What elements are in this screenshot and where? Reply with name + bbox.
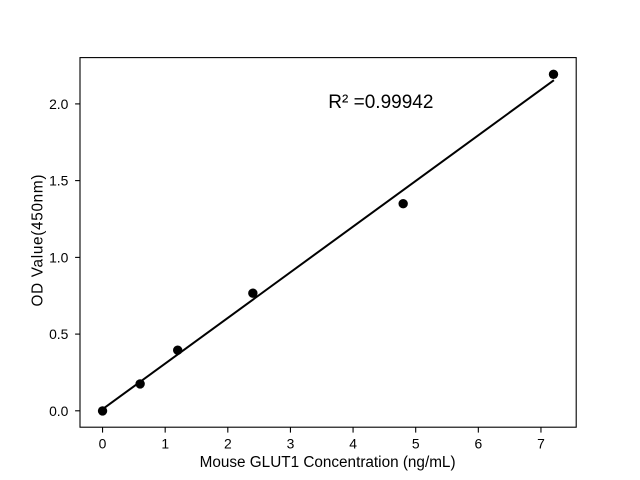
svg-text:R² =0.99942: R² =0.99942: [328, 92, 433, 113]
svg-text:3: 3: [287, 435, 295, 451]
svg-text:6: 6: [474, 435, 482, 451]
svg-text:0.5: 0.5: [49, 326, 69, 342]
svg-text:0: 0: [99, 435, 107, 451]
svg-text:1.0: 1.0: [49, 249, 69, 265]
svg-text:0.0: 0.0: [49, 403, 69, 419]
svg-text:4: 4: [349, 435, 357, 451]
svg-text:OD Value(450nm): OD Value(450nm): [30, 174, 47, 307]
svg-text:7: 7: [537, 435, 545, 451]
svg-text:1: 1: [161, 435, 169, 451]
svg-text:2.0: 2.0: [49, 96, 69, 112]
svg-text:1.5: 1.5: [49, 173, 69, 189]
svg-text:Mouse GLUT1 Concentration (ng/: Mouse GLUT1 Concentration (ng/mL): [200, 454, 456, 471]
svg-text:5: 5: [412, 435, 420, 451]
svg-text:2: 2: [224, 435, 232, 451]
